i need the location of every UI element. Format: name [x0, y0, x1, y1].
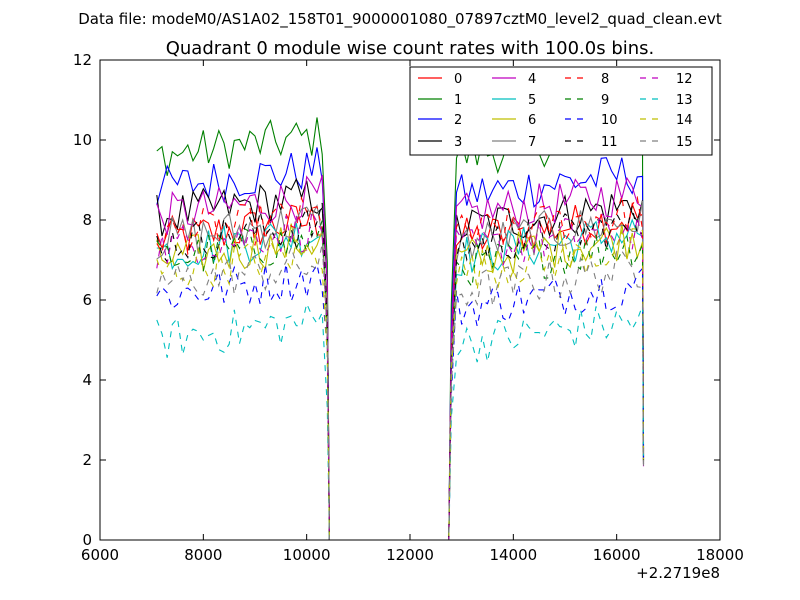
legend-label-14: 14	[676, 113, 693, 128]
series-line-3	[156, 177, 645, 540]
series-line-14	[156, 228, 645, 540]
y-tick-label: 10	[73, 131, 92, 149]
x-tick-label: 10000	[283, 546, 331, 564]
series-line-12	[156, 210, 645, 540]
y-tick-label: 2	[82, 451, 92, 469]
y-tick-label: 12	[73, 51, 92, 69]
x-offset-label: +2.2719e8	[636, 564, 720, 582]
legend-label-6: 6	[528, 113, 536, 128]
legend-label-1: 1	[454, 93, 462, 108]
series-line-8	[156, 195, 645, 540]
series-line-6	[156, 223, 645, 540]
legend-label-0: 0	[454, 72, 462, 87]
legend-label-10: 10	[601, 113, 618, 128]
legend-label-5: 5	[528, 93, 536, 108]
series-line-1	[156, 117, 645, 540]
legend-label-2: 2	[454, 113, 462, 128]
legend-label-7: 7	[528, 135, 536, 150]
legend-label-13: 13	[676, 93, 693, 108]
legend-label-11: 11	[601, 135, 618, 150]
series-line-11	[156, 202, 645, 540]
legend-frame	[409, 66, 713, 156]
y-tick-label: 0	[82, 531, 92, 549]
series-line-4	[156, 174, 645, 540]
legend-label-8: 8	[601, 72, 609, 87]
series-line-15	[156, 243, 645, 540]
y-tick-label: 4	[82, 371, 92, 389]
series-line-13	[156, 301, 645, 540]
x-tick-label: 6000	[81, 546, 119, 564]
x-tick-label: 18000	[696, 546, 744, 564]
legend-label-15: 15	[676, 135, 693, 150]
series-lines	[156, 117, 645, 540]
y-tick-label: 8	[82, 211, 92, 229]
y-tick-label: 6	[82, 291, 92, 309]
chart-title: Quadrant 0 module wise count rates with …	[166, 38, 655, 59]
series-line-10	[156, 262, 645, 540]
legend-label-9: 9	[601, 93, 609, 108]
x-tick-label: 8000	[184, 546, 222, 564]
legend-label-12: 12	[676, 72, 693, 87]
legend-label-3: 3	[454, 135, 462, 150]
series-line-0	[156, 201, 645, 540]
x-tick-label: 12000	[386, 546, 434, 564]
x-tick-label: 14000	[489, 546, 537, 564]
legend-label-4: 4	[528, 72, 536, 87]
data-file-title: Data file: modeM0/AS1A02_158T01_90000010…	[78, 10, 722, 29]
series-line-9	[156, 220, 645, 540]
x-axis-ticks: 6000 8000 10000 12000 14000 16000 18000	[81, 60, 744, 564]
x-tick-label: 16000	[593, 546, 641, 564]
